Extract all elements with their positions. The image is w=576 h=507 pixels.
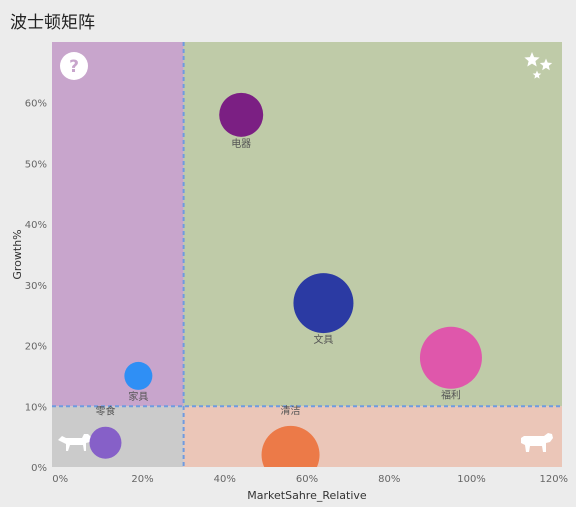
bubble-label: 福利 <box>441 389 461 402</box>
y-tick-label: 20% <box>25 342 47 353</box>
dog-icon <box>58 434 92 451</box>
bubble-point[interactable] <box>124 361 153 390</box>
y-tick-label: 0% <box>31 463 47 474</box>
bubble-point[interactable] <box>293 273 354 334</box>
x-tick-label: 80% <box>378 474 400 485</box>
quadrant-question <box>52 42 184 407</box>
quadrant-cow <box>183 406 562 467</box>
x-tick-label: 0% <box>52 474 68 485</box>
x-tick-label: 120% <box>539 474 568 485</box>
bubble-label: 文具 <box>313 333 333 346</box>
bubble-point[interactable] <box>89 426 122 459</box>
y-tick-label: 60% <box>25 99 47 110</box>
stars-icon-small <box>539 58 553 71</box>
bubble-label: 电器 <box>231 137 251 150</box>
bubble-label: 家具 <box>128 390 148 403</box>
x-tick-label: 60% <box>296 474 318 485</box>
stars-icon <box>524 52 540 67</box>
y-tick-label: 30% <box>25 281 47 292</box>
cow-icon <box>521 433 553 452</box>
x-tick-label: 100% <box>457 474 486 485</box>
x-tick-label: 20% <box>131 474 153 485</box>
question-mark-glyph: ? <box>69 57 79 77</box>
y-axis-title: Growth% <box>11 229 24 279</box>
bubble-point[interactable] <box>419 326 482 389</box>
stars-icon-tiny <box>532 70 542 79</box>
x-tick-label: 40% <box>214 474 236 485</box>
y-tick-label: 40% <box>25 220 47 231</box>
bubble-point[interactable] <box>219 92 264 137</box>
x-axis-title: MarketSahre_Relative <box>247 489 367 502</box>
page-title: 波士顿矩阵 <box>10 13 95 33</box>
y-tick-label: 10% <box>25 402 47 413</box>
y-tick-label: 50% <box>25 159 47 170</box>
bubble-label: 清洁 <box>281 404 301 417</box>
bubble-point[interactable] <box>261 425 320 484</box>
question-mark-icon <box>60 52 88 80</box>
bubble-label: 零食 <box>95 405 115 418</box>
